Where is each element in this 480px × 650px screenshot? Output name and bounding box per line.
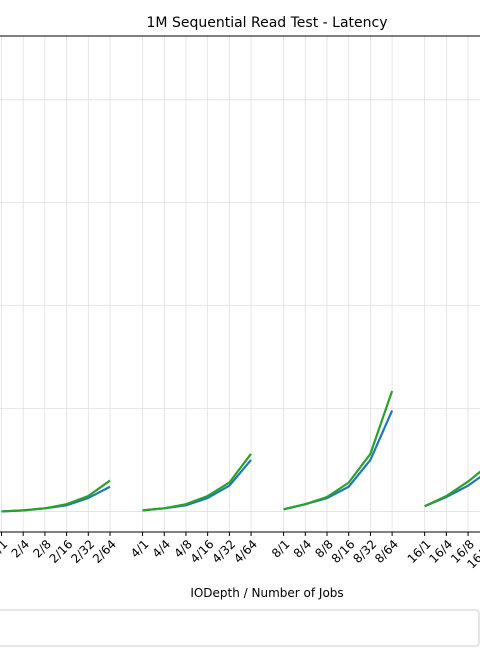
series-line: [283, 410, 394, 511]
x-tick-label: 8/32: [350, 537, 379, 566]
x-tick-label: 2/64: [90, 537, 119, 566]
x-tick-label: 16/1: [405, 537, 434, 566]
chart-title: 1M Sequential Read Test - Latency: [147, 15, 388, 31]
x-tick-label: 4/16: [188, 537, 217, 566]
x-tick-label: 8/4: [291, 537, 315, 561]
x-tick-label: 2/16: [47, 537, 76, 566]
series-line: [283, 390, 394, 511]
series-line: [1, 485, 111, 513]
x-tick-label: 4/1: [128, 537, 152, 561]
x-tick-label: 8/64: [372, 537, 401, 566]
x-axis-title: IODepth / Number of Jobs: [190, 586, 343, 600]
x-tick-label: 4/4: [150, 537, 174, 561]
series-line: [142, 459, 252, 512]
legend-box: [0, 609, 480, 647]
x-tick-label: 4/32: [209, 537, 238, 566]
series-line: [142, 453, 252, 512]
x-tick-label: 4/64: [231, 537, 260, 566]
x-tick-label: 16/4: [426, 537, 455, 566]
x-tick-label: 2/1: [0, 537, 10, 561]
series-line: [1, 479, 111, 513]
x-tick-label: 2/32: [68, 537, 97, 566]
series-line: [424, 470, 480, 508]
x-tick-label: 8/1: [269, 537, 293, 561]
x-tick-label: 2/4: [9, 537, 33, 561]
x-tick-label: 8/16: [329, 537, 358, 566]
series-line: [424, 475, 480, 508]
